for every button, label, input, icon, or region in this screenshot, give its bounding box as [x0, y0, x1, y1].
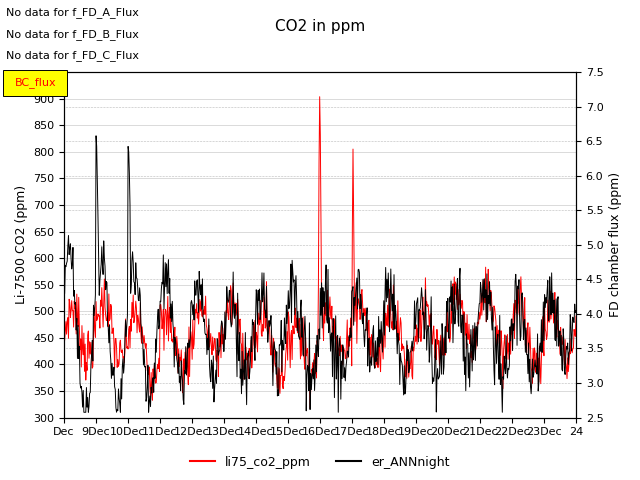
Legend: li75_co2_ppm, er_ANNnight: li75_co2_ppm, er_ANNnight	[186, 451, 454, 474]
Text: No data for f_FD_C_Flux: No data for f_FD_C_Flux	[6, 50, 140, 61]
Y-axis label: Li-7500 CO2 (ppm): Li-7500 CO2 (ppm)	[15, 185, 28, 304]
Text: BC_flux: BC_flux	[14, 77, 56, 88]
Text: No data for f_FD_B_Flux: No data for f_FD_B_Flux	[6, 29, 140, 40]
Y-axis label: FD chamber flux (ppm): FD chamber flux (ppm)	[609, 172, 622, 317]
Text: No data for f_FD_A_Flux: No data for f_FD_A_Flux	[6, 7, 140, 18]
Text: CO2 in ppm: CO2 in ppm	[275, 19, 365, 34]
